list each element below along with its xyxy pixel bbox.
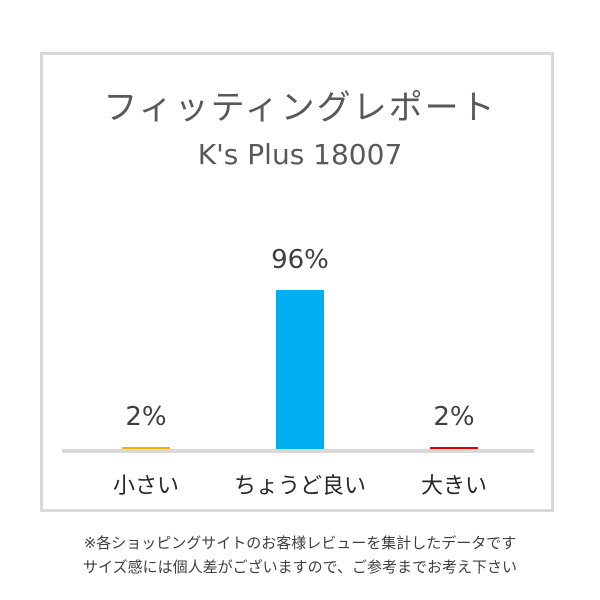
category-label-2: 大きい: [421, 474, 487, 499]
bars-group: 2% 小さい 96% ちょうど良い 2% 大きい: [113, 245, 487, 499]
report-title: フィッティングレポート: [103, 88, 497, 128]
bar-1: [276, 290, 324, 449]
data-label-2: 2%: [433, 402, 474, 432]
product-name: K's Plus 18007: [197, 138, 403, 171]
data-label-0: 2%: [125, 402, 166, 432]
bar-2: [430, 447, 478, 449]
footnote-line-1: ※各ショッピングサイトのお客様レビューを集計したデータです: [83, 534, 517, 552]
bar-0: [122, 447, 170, 449]
footnote-line-2: サイズ感には個人差がございますので、ご参考までお考え下さい: [83, 558, 517, 576]
category-label-0: 小さい: [113, 474, 179, 499]
category-label-1: ちょうど良い: [234, 474, 366, 499]
data-label-1: 96%: [271, 245, 329, 275]
